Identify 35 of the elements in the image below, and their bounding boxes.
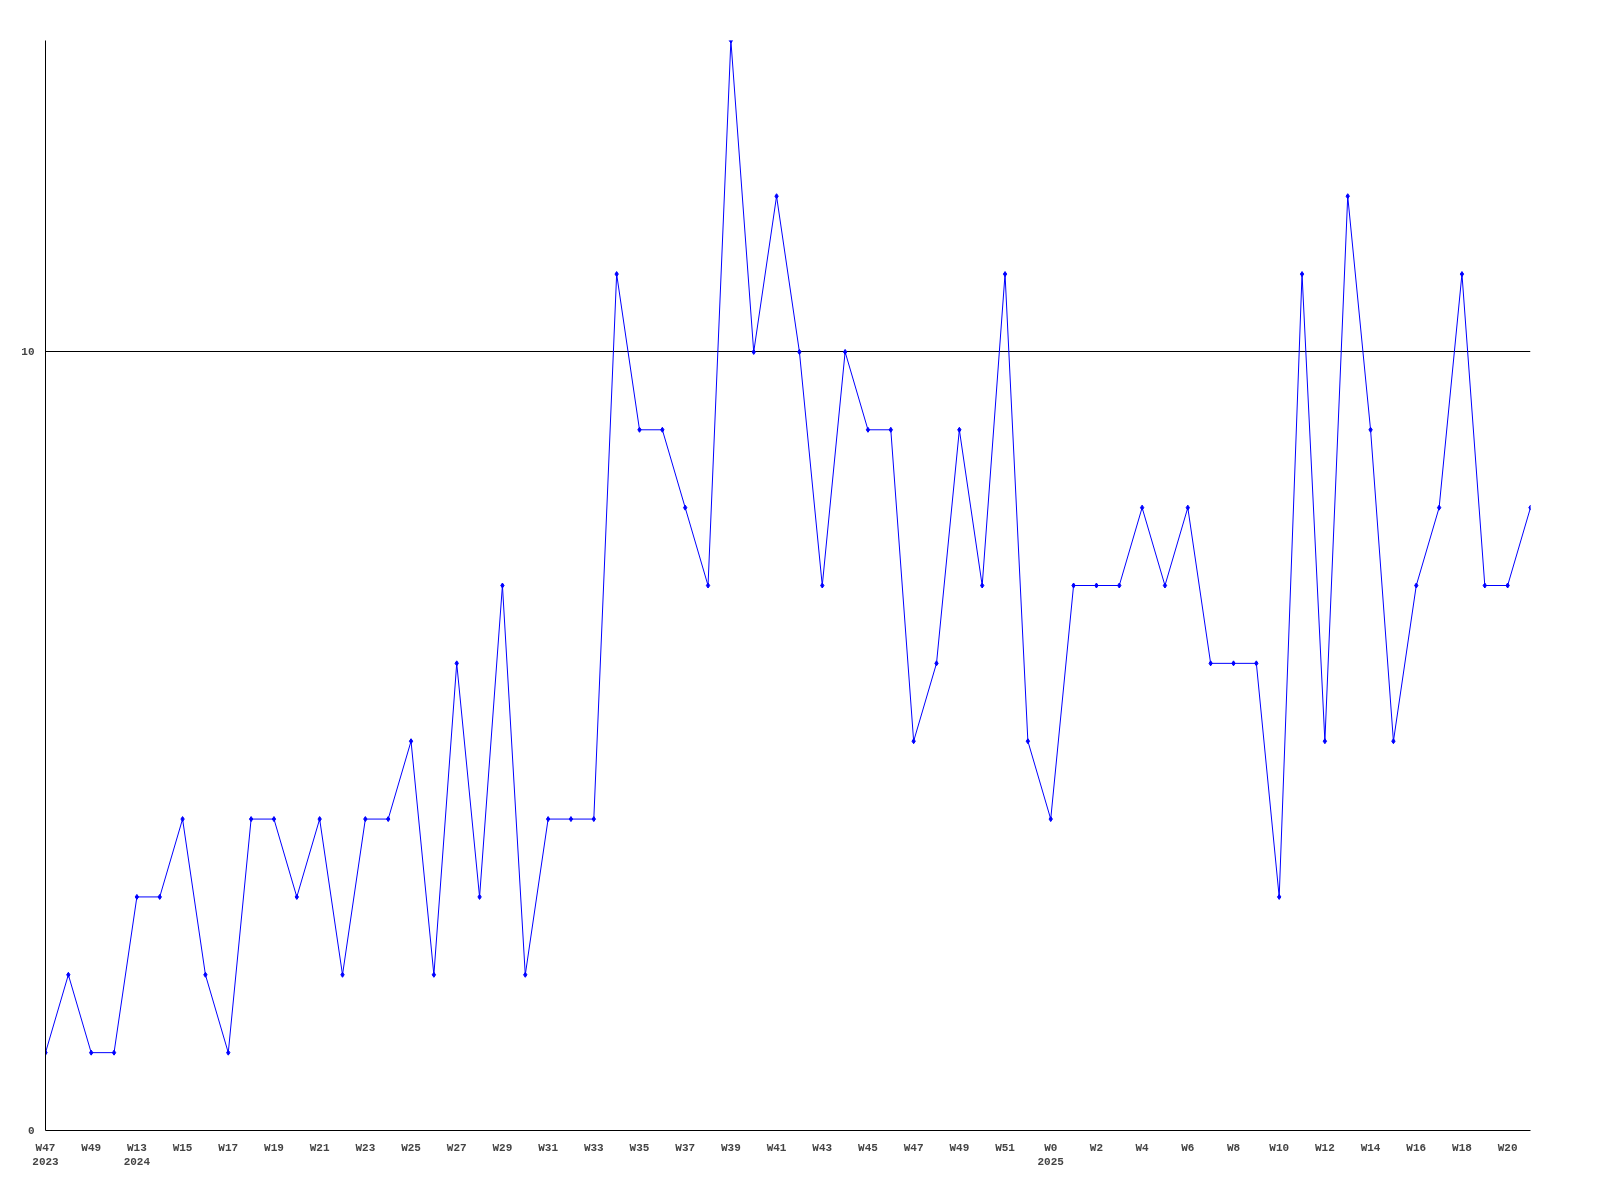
x-tick-label: W8 <box>1226 1141 1241 1154</box>
x-tick-label: W17 <box>218 1141 239 1154</box>
x-tick-label: W49 <box>81 1141 102 1154</box>
x-tick-label: W13 2024 <box>123 1141 151 1168</box>
x-tick-label: W15 <box>172 1141 193 1154</box>
y-tick-label: 0 <box>27 1125 35 1137</box>
x-tick-label: W16 <box>1406 1141 1427 1154</box>
x-tick-label: W20 <box>1497 1141 1518 1154</box>
x-tick-label: W19 <box>264 1141 284 1154</box>
x-tick-label: W12 <box>1314 1141 1335 1154</box>
x-tick-label: W0 2025 <box>1037 1141 1065 1168</box>
x-tick-label: W41 <box>766 1141 787 1154</box>
x-tick-label: W10 <box>1269 1141 1290 1154</box>
x-tick-label: W4 <box>1135 1141 1150 1154</box>
x-tick-label: W51 <box>995 1141 1016 1154</box>
x-tick-label: W29 <box>492 1141 513 1154</box>
x-tick-label: W2 <box>1089 1141 1104 1154</box>
x-tick-label: W39 <box>720 1141 741 1154</box>
x-tick-label: W45 <box>858 1141 879 1154</box>
x-tick-label: W47 <box>903 1141 924 1154</box>
x-tick-label: W18 <box>1452 1141 1473 1154</box>
y-tick-label: 10 <box>21 346 35 359</box>
x-tick-label: W33 <box>583 1141 605 1154</box>
x-tick-label: W49 <box>949 1141 970 1154</box>
x-tick-label: W23 <box>355 1141 376 1154</box>
x-tick-label: W6 <box>1181 1141 1195 1154</box>
x-tick-label: W27 <box>446 1141 467 1154</box>
x-tick-label: W25 <box>401 1141 422 1154</box>
x-tick-label: W43 <box>812 1141 833 1154</box>
x-tick-label: W37 <box>675 1141 696 1154</box>
x-tick-label: W21 <box>309 1141 330 1154</box>
x-tick-label: W47 2023 <box>32 1141 60 1168</box>
x-tick-label: W31 <box>538 1141 559 1154</box>
x-tick-label: W35 <box>629 1141 650 1154</box>
x-tick-label: W14 <box>1360 1141 1381 1154</box>
